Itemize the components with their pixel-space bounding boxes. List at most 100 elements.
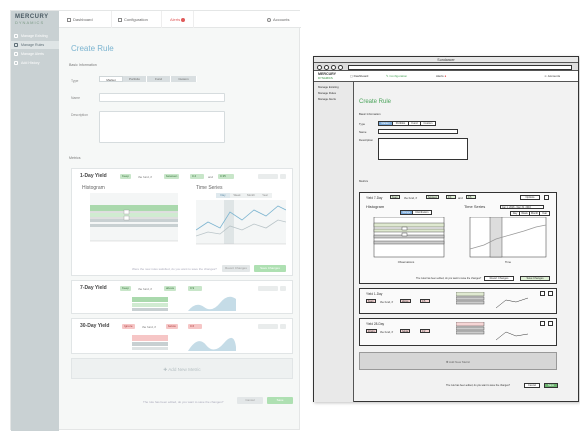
wf-condition-select[interactable]: below bbox=[400, 329, 411, 333]
metric-text: the fund, if bbox=[138, 175, 153, 179]
url-bar[interactable] bbox=[348, 64, 572, 70]
condition-select[interactable]: between bbox=[164, 174, 180, 179]
wireframe-window: Sundancer MERCURY DYNAMICS ▢ Dashboard ✎ … bbox=[313, 56, 579, 402]
forward-icon[interactable] bbox=[324, 64, 329, 70]
tab-year[interactable]: Year bbox=[258, 193, 272, 198]
wf-sidebar-manage-rules[interactable]: Manage Rules bbox=[318, 91, 337, 95]
wf-value-1[interactable]: 0.4 bbox=[446, 195, 456, 199]
nav-dashboard[interactable]: Dashboard bbox=[67, 11, 93, 28]
wf-ts-tab-year[interactable]: Year bbox=[541, 212, 548, 215]
top-nav: Dashboard Configuration Alerts Accounts bbox=[59, 11, 301, 28]
sidebar-item-add-history[interactable]: Add History bbox=[11, 59, 59, 67]
nav-accounts[interactable]: Accounts bbox=[267, 11, 289, 28]
wf-action-select[interactable]: Keep bbox=[390, 195, 400, 199]
options-button[interactable] bbox=[258, 286, 278, 291]
add-new-metric-button[interactable]: ✚ Add New Metric bbox=[71, 358, 293, 379]
options-button[interactable] bbox=[258, 324, 278, 329]
close-icon[interactable] bbox=[331, 64, 336, 70]
type-option-portfolio[interactable]: Portfolio bbox=[123, 76, 147, 82]
wf-options-button[interactable]: Options bbox=[520, 195, 540, 200]
card-question: Were the new rules satisfied, do you wan… bbox=[132, 267, 217, 271]
nav-alerts[interactable]: Alerts bbox=[161, 11, 195, 28]
wf-nav-dashboard[interactable]: ▢ Dashboard bbox=[350, 74, 369, 78]
collapse-button[interactable] bbox=[280, 174, 286, 179]
wf-date-range[interactable]: Jan 1, 2016 - Dec 31, 2016 bbox=[500, 205, 544, 209]
value-input-1[interactable]: 0.9 bbox=[188, 286, 202, 291]
save-button[interactable]: Save bbox=[267, 397, 293, 404]
tab-week[interactable]: Week bbox=[230, 193, 244, 198]
alert-icon: ● bbox=[444, 74, 447, 78]
wf-hist-tab-range[interactable]: Range bbox=[401, 211, 413, 214]
wf-cancel-button[interactable]: Cancel bbox=[524, 383, 540, 388]
home-icon[interactable] bbox=[338, 64, 343, 70]
sidebar-item-manage-alerts[interactable]: Manage Alerts bbox=[11, 50, 59, 58]
options-button[interactable] bbox=[258, 174, 278, 179]
tab-day[interactable]: Day bbox=[216, 193, 230, 198]
wf-value-1[interactable]: 0.5 bbox=[420, 299, 430, 303]
wf-section-basic: Basic Information bbox=[359, 112, 381, 116]
nav-configuration[interactable]: Configuration bbox=[111, 11, 148, 28]
wf-sidebar-manage-existing[interactable]: Manage Existing bbox=[318, 85, 339, 89]
wf-save-button[interactable]: Save bbox=[544, 383, 558, 388]
timeseries-range-tabs: Day Week Month Year bbox=[216, 193, 272, 198]
wf-save-changes-button[interactable]: Save Changes bbox=[520, 276, 550, 281]
revert-changes-button[interactable]: Revert Changes bbox=[222, 265, 250, 272]
wf-ts-tab-day[interactable]: Day bbox=[511, 212, 520, 215]
collapse-button[interactable] bbox=[280, 286, 286, 291]
type-option-market[interactable]: Market bbox=[99, 76, 123, 82]
condition-select[interactable]: above bbox=[164, 286, 177, 291]
wf-condition-select[interactable]: above bbox=[400, 299, 411, 303]
wf-mini-charts bbox=[456, 292, 529, 309]
collapse-button[interactable] bbox=[280, 324, 286, 329]
wf-value-2[interactable]: 0.6 bbox=[466, 195, 476, 199]
wf-settings-button[interactable] bbox=[540, 321, 545, 326]
wf-settings-button[interactable] bbox=[540, 291, 545, 296]
wf-description-textarea[interactable] bbox=[378, 138, 468, 160]
metric-card-1day: 1-Day Yield Keep the fund, if between 0.… bbox=[71, 168, 293, 276]
wf-revert-button[interactable]: Revert Changes bbox=[484, 276, 514, 281]
value-input-1[interactable]: 0.6 bbox=[188, 324, 202, 329]
wf-metric-text: the fund, if bbox=[380, 330, 394, 334]
description-textarea[interactable] bbox=[99, 111, 225, 143]
wf-action-select[interactable]: Keep bbox=[366, 299, 376, 303]
wf-hist-tab-distribution[interactable]: Distribution bbox=[415, 211, 429, 214]
wf-sidebar-manage-alerts[interactable]: Manage Alerts bbox=[318, 97, 336, 101]
wf-name-input[interactable] bbox=[378, 129, 458, 134]
tab-month[interactable]: Month bbox=[244, 193, 258, 198]
wf-ts-tab-week[interactable]: Week bbox=[520, 212, 530, 215]
metric-text: the fund, if bbox=[142, 325, 157, 329]
action-select[interactable]: Ignore bbox=[122, 324, 135, 329]
wf-type-portfolio[interactable]: Portfolio bbox=[393, 122, 409, 125]
wf-collapse-button[interactable] bbox=[548, 321, 553, 326]
wf-metric-card-2: Yield 1-Day Keep the fund, if above 0.5 bbox=[359, 288, 557, 314]
mini-charts bbox=[132, 335, 236, 351]
wf-collapse-button[interactable] bbox=[544, 195, 549, 200]
wf-collapse-button[interactable] bbox=[548, 291, 553, 296]
wf-nav-configuration[interactable]: ✎ Configuration bbox=[386, 74, 408, 78]
wf-value-1[interactable]: 0.2 bbox=[420, 329, 430, 333]
back-icon[interactable] bbox=[317, 64, 322, 70]
wf-nav-alerts[interactable]: Alerts ● bbox=[436, 74, 447, 78]
wf-action-select[interactable]: Ignore bbox=[366, 329, 377, 333]
and-text: and bbox=[208, 175, 214, 179]
value-input-2[interactable]: 0.35 bbox=[218, 174, 234, 179]
wf-add-new-metric-button[interactable]: ✚ Add New Metric bbox=[359, 352, 557, 370]
type-option-custom[interactable]: Custom bbox=[171, 76, 197, 82]
action-select[interactable]: Keep bbox=[120, 174, 132, 179]
type-option-fund[interactable]: Fund bbox=[147, 76, 171, 82]
wf-nav-accounts[interactable]: ☺ Accounts bbox=[544, 74, 561, 78]
condition-select[interactable]: below bbox=[166, 324, 178, 329]
main-content: Create Rule Basic Information Type Marke… bbox=[59, 28, 301, 431]
wf-type-custom[interactable]: Custom bbox=[423, 122, 433, 125]
cancel-button[interactable]: Cancel bbox=[237, 397, 263, 404]
action-select[interactable]: Keep bbox=[120, 286, 132, 291]
wf-type-market[interactable]: Market bbox=[379, 122, 393, 125]
wf-ts-tab-month[interactable]: Month bbox=[530, 212, 540, 215]
wf-condition-select[interactable]: between bbox=[426, 195, 440, 199]
name-input[interactable] bbox=[99, 93, 225, 102]
wf-type-fund[interactable]: Fund bbox=[409, 122, 421, 125]
save-changes-button[interactable]: Save Changes bbox=[254, 265, 286, 272]
sidebar-item-manage-rules[interactable]: Manage Rules bbox=[11, 41, 59, 49]
value-input-1[interactable]: 0.2 bbox=[190, 174, 204, 179]
sidebar-item-manage-existing[interactable]: Manage Existing bbox=[11, 32, 59, 40]
